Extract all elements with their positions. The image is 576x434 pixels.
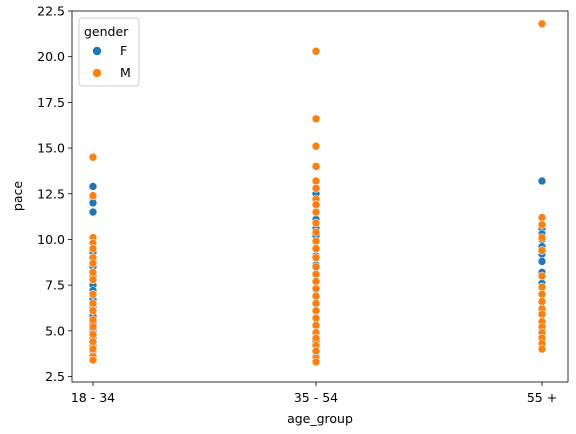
y-tick-label: 10.0 bbox=[37, 232, 65, 247]
data-point-m bbox=[311, 176, 321, 186]
legend-label-m: M bbox=[120, 65, 131, 80]
legend-marker-f bbox=[92, 46, 102, 56]
y-tick-label: 7.5 bbox=[45, 278, 65, 293]
data-point-m bbox=[311, 244, 321, 253]
data-point-f bbox=[88, 207, 98, 217]
data-point-m bbox=[88, 275, 98, 284]
data-points bbox=[88, 19, 547, 367]
data-point-m bbox=[88, 355, 98, 365]
data-point-m bbox=[88, 299, 98, 308]
data-point-m bbox=[311, 227, 321, 237]
data-point-m bbox=[88, 268, 98, 277]
legend-label-f: F bbox=[120, 43, 127, 58]
y-tick-label: 12.5 bbox=[37, 186, 65, 201]
data-point-m bbox=[88, 289, 98, 299]
plot-area bbox=[71, 10, 569, 383]
data-point-m bbox=[537, 289, 547, 299]
data-point-m bbox=[311, 277, 321, 286]
data-point-m bbox=[311, 207, 321, 217]
x-tick-label: 35 - 54 bbox=[294, 390, 338, 405]
y-tick-label: 5.0 bbox=[45, 323, 65, 338]
data-point-m bbox=[311, 299, 321, 308]
data-point-m bbox=[537, 310, 547, 319]
y-tick-label: 2.5 bbox=[45, 369, 65, 384]
data-point-m bbox=[537, 271, 547, 281]
data-point-m bbox=[537, 233, 547, 242]
data-point-m bbox=[311, 218, 321, 228]
legend: gender F M bbox=[78, 17, 140, 87]
data-point-m bbox=[311, 253, 321, 263]
data-point-m bbox=[311, 346, 321, 356]
data-point-m bbox=[537, 297, 547, 306]
data-point-m bbox=[537, 213, 547, 222]
y-tick-label: 17.5 bbox=[37, 95, 65, 110]
data-point-f bbox=[88, 198, 98, 208]
data-point-f bbox=[537, 257, 547, 266]
data-point-m bbox=[88, 152, 98, 162]
data-point-m bbox=[88, 258, 98, 268]
data-point-m bbox=[88, 322, 98, 332]
data-point-m bbox=[311, 141, 321, 151]
data-point-m bbox=[537, 246, 547, 255]
data-point-m bbox=[311, 236, 321, 246]
data-point-m bbox=[88, 344, 98, 354]
data-point-m bbox=[311, 269, 321, 279]
data-point-m bbox=[88, 244, 98, 253]
x-axis: 18 - 34 35 - 54 55 + bbox=[71, 382, 557, 405]
data-point-m bbox=[88, 337, 98, 347]
data-point-m bbox=[311, 284, 321, 294]
legend-marker-m bbox=[92, 68, 102, 78]
data-point-m bbox=[311, 46, 321, 56]
data-point-m bbox=[311, 114, 321, 124]
data-point-m bbox=[537, 344, 547, 354]
data-point-m bbox=[88, 315, 98, 325]
y-tick-label: 15.0 bbox=[37, 141, 65, 156]
data-point-m bbox=[537, 220, 547, 230]
data-point-f bbox=[537, 176, 547, 186]
data-point-m bbox=[311, 306, 321, 316]
data-point-m bbox=[311, 333, 321, 343]
data-point-m bbox=[537, 282, 547, 292]
y-tick-label: 20.0 bbox=[37, 49, 65, 64]
legend-title: gender bbox=[84, 24, 129, 39]
data-point-m bbox=[311, 162, 321, 171]
data-point-f bbox=[88, 182, 98, 191]
x-tick-label: 18 - 34 bbox=[71, 390, 115, 405]
data-point-m bbox=[88, 191, 98, 200]
data-point-m bbox=[88, 306, 98, 316]
y-tick-label: 22.5 bbox=[37, 4, 65, 19]
data-point-m bbox=[311, 262, 321, 272]
data-point-m bbox=[311, 321, 321, 330]
x-axis-title: age_group bbox=[287, 411, 353, 426]
data-point-m bbox=[311, 357, 321, 367]
data-point-m bbox=[311, 313, 321, 323]
data-point-m bbox=[311, 183, 321, 193]
data-point-m bbox=[311, 291, 321, 301]
data-point-m bbox=[537, 19, 547, 29]
y-axis-title: pace bbox=[10, 181, 25, 211]
data-point-m bbox=[311, 200, 321, 210]
y-axis: 2.5 5.0 7.5 10.0 12.5 15.0 17.5 20.0 22.5 bbox=[37, 4, 72, 384]
x-tick-label: 55 + bbox=[527, 390, 557, 405]
legend-box bbox=[78, 17, 140, 87]
data-point-m bbox=[88, 330, 98, 339]
